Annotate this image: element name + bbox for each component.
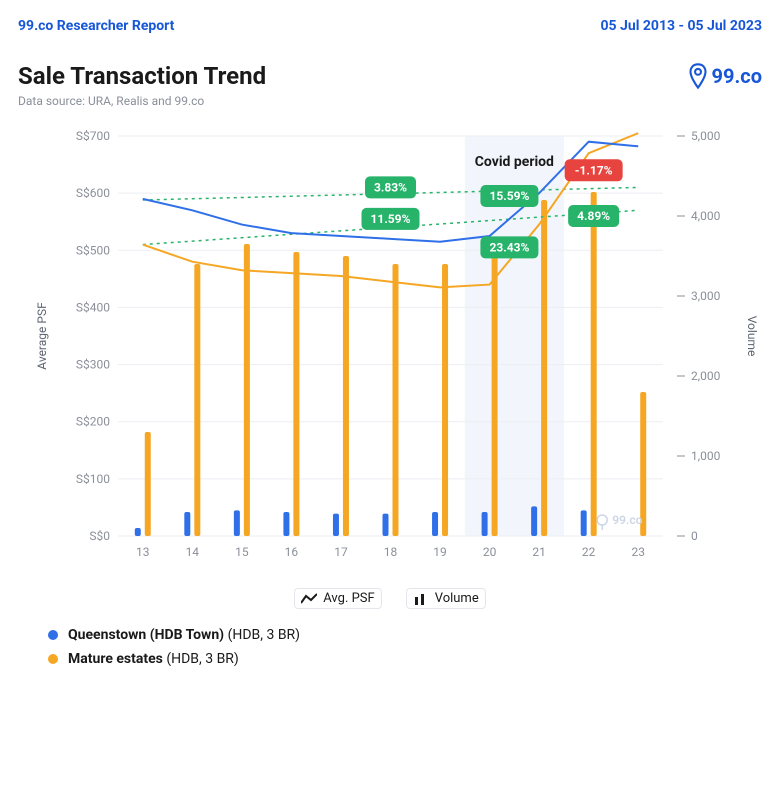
- y-left-tick: S$0: [89, 529, 110, 543]
- y-left-tick: S$200: [76, 415, 110, 429]
- x-tick: 21: [532, 545, 546, 559]
- watermark-text: 99.co: [612, 513, 642, 527]
- bar-queenstown: [283, 512, 289, 536]
- bar-mature: [194, 264, 200, 536]
- y-left-tick: S$100: [76, 472, 110, 486]
- y-right-tick: 1,000: [691, 449, 721, 463]
- bar-mature: [393, 264, 399, 536]
- pct-badge-text: 23.43%: [489, 240, 529, 254]
- chart-svg: Covid period S$0 S$100 S$200 S$300 S$400 S$500…: [18, 116, 758, 576]
- bar-queenstown: [184, 512, 190, 536]
- bar-icon: [413, 593, 429, 605]
- bar-mature: [244, 244, 250, 536]
- legend-psf: Avg. PSF: [294, 588, 381, 609]
- legend-volume-label: Volume: [435, 591, 479, 606]
- x-tick: 23: [631, 545, 645, 559]
- bar-queenstown: [383, 514, 389, 536]
- y-right-tick: 0: [691, 529, 698, 543]
- x-tick: 14: [186, 545, 200, 559]
- y-left-tick: S$500: [76, 243, 110, 257]
- bar-mature: [492, 248, 498, 536]
- x-tick: 15: [235, 545, 249, 559]
- legend-text: Mature estates (HDB, 3 BR): [68, 651, 239, 667]
- bar-queenstown: [531, 506, 537, 536]
- pct-badge-text: 4.89%: [577, 209, 610, 223]
- brand-text: 99.co: [712, 64, 762, 88]
- pct-badge-text: -1.17%: [575, 163, 613, 177]
- bar-queenstown: [482, 512, 488, 536]
- line-icon: [301, 593, 317, 605]
- y-right-tick: 4,000: [691, 209, 721, 223]
- page-title: Sale Transaction Trend: [18, 62, 266, 90]
- chart: Covid period S$0 S$100 S$200 S$300 S$400 S$500…: [18, 116, 762, 576]
- watermark-icon: [597, 515, 607, 525]
- series-legend: Queenstown (HDB Town) (HDB, 3 BR) Mature …: [18, 627, 762, 667]
- bar-mature: [145, 432, 151, 536]
- pct-badge-text: 3.83%: [374, 180, 407, 194]
- pct-badge-text: 11.59%: [371, 212, 411, 226]
- y-right-tick: 5,000: [691, 129, 721, 143]
- y-left-tick: S$600: [76, 186, 110, 200]
- pin-icon: [688, 62, 708, 90]
- bar-mature: [541, 200, 547, 536]
- bar-mature: [293, 252, 299, 536]
- x-tick: 17: [334, 545, 348, 559]
- legend-dot: [48, 654, 58, 664]
- bar-mature: [442, 264, 448, 536]
- top-bar: 99.co Researcher Report 05 Jul 2013 - 05…: [18, 18, 762, 34]
- bar-queenstown: [234, 510, 240, 536]
- bar-queenstown: [333, 514, 339, 536]
- title-row: Sale Transaction Trend Data source: URA,…: [18, 62, 762, 108]
- bar-queenstown: [135, 528, 141, 536]
- y-left-title: Average PSF: [35, 302, 49, 370]
- x-tick: 22: [582, 545, 596, 559]
- type-legend: Avg. PSF Volume: [18, 588, 762, 609]
- data-source: Data source: URA, Realis and 99.co: [18, 94, 266, 108]
- legend-dot: [48, 630, 58, 640]
- x-tick: 19: [433, 545, 447, 559]
- y-right-tick: 3,000: [691, 289, 721, 303]
- legend-psf-label: Avg. PSF: [323, 591, 374, 606]
- brand-logo: 99.co: [688, 62, 762, 90]
- y-right-title: Volume: [745, 316, 758, 357]
- x-tick: 16: [285, 545, 299, 559]
- y-left-tick: S$300: [76, 358, 110, 372]
- pct-badge-text: 15.59%: [489, 189, 529, 203]
- y-right-tick: 2,000: [691, 369, 721, 383]
- legend-text: Queenstown (HDB Town) (HDB, 3 BR): [68, 627, 300, 643]
- report-label: 99.co Researcher Report: [18, 18, 174, 34]
- x-tick: 18: [384, 545, 398, 559]
- series-legend-item: Queenstown (HDB Town) (HDB, 3 BR): [48, 627, 762, 643]
- y-left-tick: S$400: [76, 300, 110, 314]
- bar-mature: [343, 256, 349, 536]
- bar-queenstown: [581, 510, 587, 536]
- x-tick: 20: [483, 545, 497, 559]
- legend-volume: Volume: [406, 588, 486, 609]
- x-tick: 13: [136, 545, 150, 559]
- y-left-tick: S$700: [76, 129, 110, 143]
- covid-label: Covid period: [475, 154, 554, 170]
- series-legend-item: Mature estates (HDB, 3 BR): [48, 651, 762, 667]
- bar-queenstown: [432, 512, 438, 536]
- bar-mature: [591, 192, 597, 536]
- date-range: 05 Jul 2013 - 05 Jul 2023: [600, 18, 762, 34]
